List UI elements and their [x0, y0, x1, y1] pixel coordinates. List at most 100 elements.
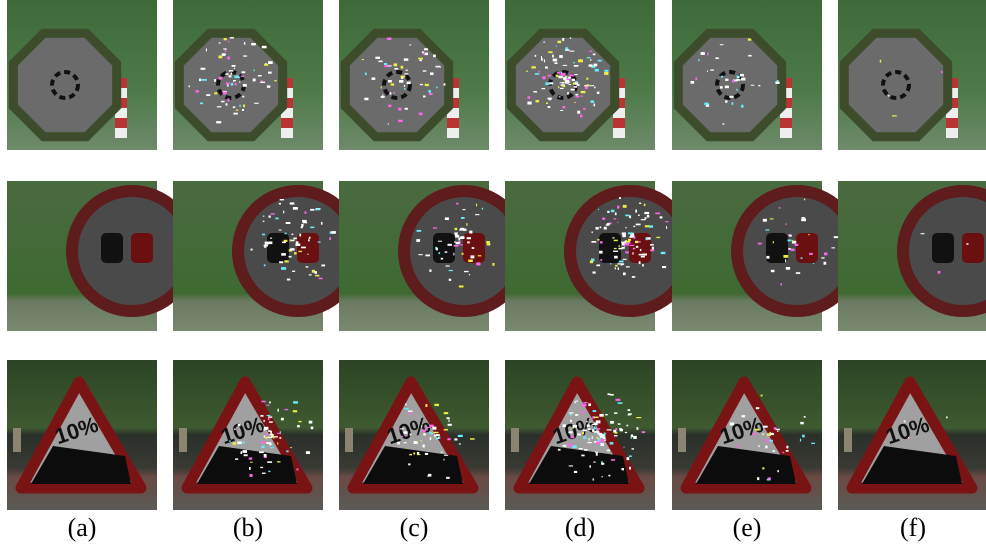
perturbation [548, 75, 551, 77]
perturbation [269, 443, 272, 446]
pedestrian [511, 428, 519, 452]
perturbation [757, 477, 759, 480]
perturbation [565, 49, 570, 50]
perturbation [596, 227, 599, 230]
perturbation [199, 79, 201, 82]
perturbation [639, 203, 641, 204]
perturbation [622, 247, 625, 249]
perturbation [286, 222, 291, 224]
perturbation [425, 84, 429, 86]
perturbation [492, 263, 494, 266]
perturbation [633, 248, 636, 250]
perturbation [622, 235, 626, 237]
perturbation [646, 238, 648, 241]
perturbation [557, 72, 561, 74]
perturbation [615, 265, 618, 267]
perturbation [763, 219, 767, 222]
perturbation [528, 96, 531, 98]
perturbation [229, 75, 232, 77]
perturbation [638, 241, 641, 242]
car-black [599, 233, 621, 263]
perturbation [563, 65, 567, 66]
perturbation [639, 254, 644, 256]
perturbation [463, 209, 466, 210]
perturbation [244, 42, 245, 45]
perturbation [425, 427, 430, 428]
perturbation [571, 89, 575, 91]
subfigure-label: (c) [400, 513, 429, 542]
perturbation [660, 216, 663, 218]
perturbation [406, 70, 408, 71]
perturbation [267, 461, 272, 463]
image-tile [505, 0, 655, 150]
perturbation [773, 450, 775, 452]
perturbation [416, 239, 420, 242]
perturbation [441, 258, 443, 260]
perturbation [202, 79, 207, 81]
perturbation [880, 60, 881, 63]
perturbation [594, 64, 598, 67]
perturbation [801, 218, 806, 221]
perturbation [619, 245, 621, 247]
perturbation [631, 437, 632, 439]
perturbation [459, 286, 464, 288]
perturbation [575, 414, 578, 416]
perturbation [423, 445, 425, 448]
pedestrian [13, 428, 21, 452]
perturbation [230, 37, 234, 38]
perturbation [418, 58, 423, 60]
perturbation [249, 458, 253, 460]
perturbation [632, 276, 635, 278]
perturbation [238, 424, 241, 426]
perturbation [535, 73, 539, 75]
perturbation [413, 453, 415, 455]
perturbation [301, 226, 303, 228]
perturbation [269, 242, 273, 245]
perturbation [592, 429, 594, 432]
perturbation [390, 92, 392, 94]
perturbation [642, 264, 644, 266]
perturbation [408, 413, 412, 414]
perturbation [600, 439, 604, 441]
perturbation [627, 425, 629, 427]
perturbation [454, 438, 457, 440]
perturbation [562, 82, 564, 84]
perturbation [604, 72, 608, 75]
perturbation [767, 435, 771, 436]
perturbation [560, 110, 563, 111]
perturbation [548, 98, 552, 100]
perturbation [478, 255, 482, 256]
perturbation [602, 476, 603, 477]
perturbation [420, 84, 423, 85]
octagon-sign [678, 33, 781, 136]
perturbation [548, 51, 552, 53]
perturbation [263, 216, 264, 217]
perturbation [239, 81, 240, 82]
perturbation [571, 436, 575, 438]
perturbation [533, 91, 537, 93]
perturbation [630, 235, 634, 237]
perturbation [558, 41, 562, 43]
perturbation [315, 209, 320, 211]
perturbation [429, 93, 433, 95]
perturbation [583, 430, 587, 432]
perturbation [740, 74, 744, 77]
perturbation [430, 72, 433, 75]
perturbation [622, 232, 626, 235]
perturbation [598, 60, 602, 62]
perturbation [629, 456, 632, 457]
perturbation [596, 442, 601, 445]
perturbation [623, 447, 624, 448]
perturbation [263, 429, 264, 431]
perturbation [404, 85, 405, 87]
perturbation [629, 215, 631, 218]
perturbation [445, 251, 448, 252]
perturbation [430, 437, 432, 440]
perturbation [629, 245, 634, 246]
perturbation [600, 259, 602, 261]
perturbation [283, 211, 284, 214]
perturbation [309, 274, 312, 275]
perturbation [293, 240, 294, 241]
perturbation [251, 249, 253, 251]
car-black [932, 233, 954, 263]
